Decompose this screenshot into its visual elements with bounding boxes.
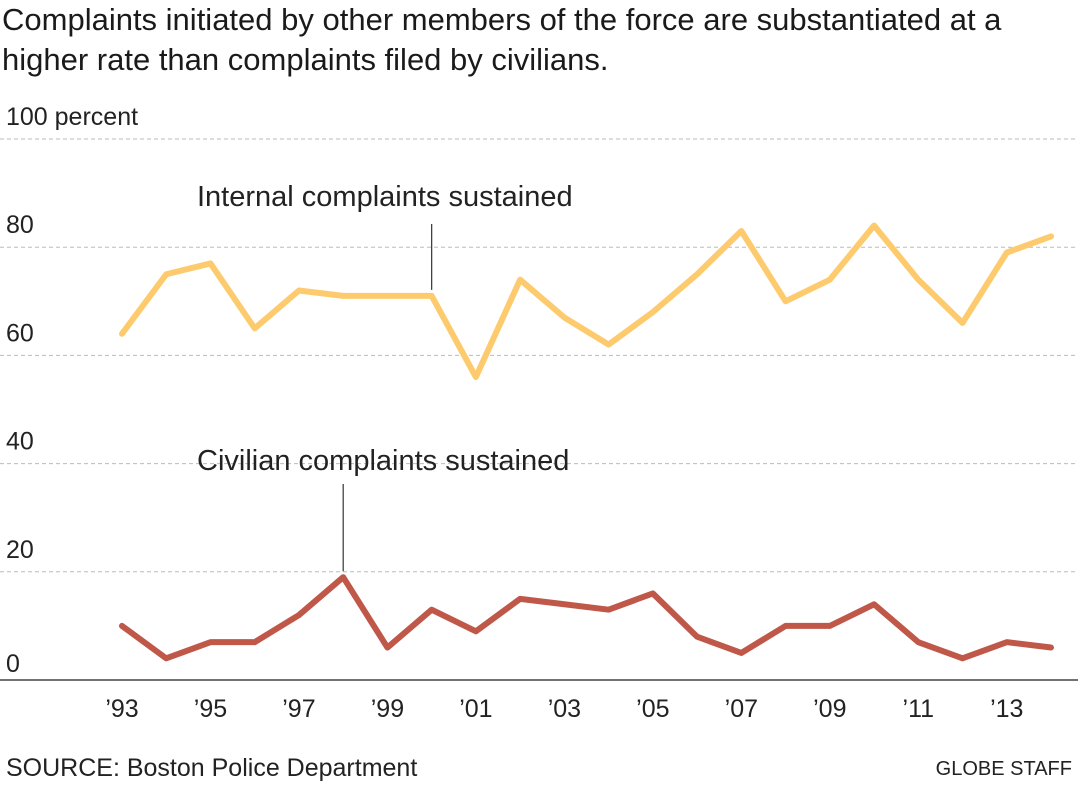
data-point (608, 609, 610, 611)
data-point (785, 300, 787, 302)
x-tick-label: ’93 (105, 695, 138, 723)
x-tick-label: ’11 (903, 695, 935, 723)
data-point (962, 322, 964, 324)
y-tick-label: 0 (6, 650, 20, 678)
x-tick-label: ’09 (813, 695, 846, 723)
series-line-1 (119, 574, 1054, 662)
data-point (873, 225, 875, 227)
data-point (1006, 252, 1008, 254)
data-point (165, 273, 167, 275)
data-point (342, 576, 344, 578)
y-tick-label: 80 (6, 211, 34, 239)
data-point (519, 279, 521, 281)
data-point (652, 592, 654, 594)
data-point (917, 279, 919, 281)
data-point (829, 625, 831, 627)
data-point (519, 598, 521, 600)
data-point (254, 327, 256, 329)
data-point (209, 641, 211, 643)
series-labels: Internal complaints sustained Civilian co… (197, 181, 573, 477)
y-tick-label: 20 (6, 536, 34, 564)
data-point (696, 636, 698, 638)
x-tick-labels: ’93 ’95 ’97 ’99 ’01 ’03 ’05 ’07 ’09 ’11 ’13 (105, 695, 1023, 723)
x-tick-label: ’07 (725, 695, 758, 723)
x-tick-label: ’01 (459, 695, 492, 723)
data-point (386, 647, 388, 649)
data-point (962, 657, 964, 659)
y-tick-labels: 0 20 40 60 80 100 percent (6, 103, 138, 678)
data-point (342, 295, 344, 297)
source-note: SOURCE: Boston Police Department (6, 754, 418, 782)
data-point (165, 657, 167, 659)
data-point (1050, 647, 1052, 649)
data-point (431, 609, 433, 611)
data-point (740, 652, 742, 654)
data-point (829, 279, 831, 281)
x-tick-label: ’99 (371, 695, 404, 723)
data-point (475, 376, 477, 378)
series-label: Civilian complaints sustained (197, 445, 569, 477)
credit-note: GLOBE STAFF (935, 758, 1072, 780)
gridlines (0, 138, 1078, 681)
data-point (475, 630, 477, 632)
data-point (917, 641, 919, 643)
y-tick-label: 100 percent (6, 103, 138, 131)
data-point (563, 317, 565, 319)
data-point (873, 603, 875, 605)
data-point (652, 311, 654, 313)
data-point (298, 614, 300, 616)
series-lines (119, 222, 1054, 662)
data-point (740, 230, 742, 232)
data-point (785, 625, 787, 627)
x-tick-label: ’13 (990, 695, 1023, 723)
y-tick-label: 40 (6, 428, 34, 456)
data-point (386, 295, 388, 297)
chart-title: Complaints initiated by other members of… (2, 2, 1002, 77)
y-tick-label: 60 (6, 319, 34, 347)
data-point (254, 641, 256, 643)
data-point (121, 625, 123, 627)
data-point (608, 344, 610, 346)
data-point (1006, 641, 1008, 643)
series-label: Internal complaints sustained (197, 181, 573, 213)
data-point (431, 295, 433, 297)
data-point (298, 289, 300, 291)
label-leaders (342, 224, 433, 572)
data-point (563, 603, 565, 605)
data-point (209, 262, 211, 264)
x-tick-label: ’03 (548, 695, 581, 723)
x-tick-label: ’95 (194, 695, 227, 723)
x-tick-label: ’97 (282, 695, 315, 723)
data-point (121, 333, 123, 335)
data-point (696, 273, 698, 275)
x-tick-label: ’05 (636, 695, 669, 723)
series-line-0 (119, 222, 1054, 381)
data-point (1050, 235, 1052, 237)
